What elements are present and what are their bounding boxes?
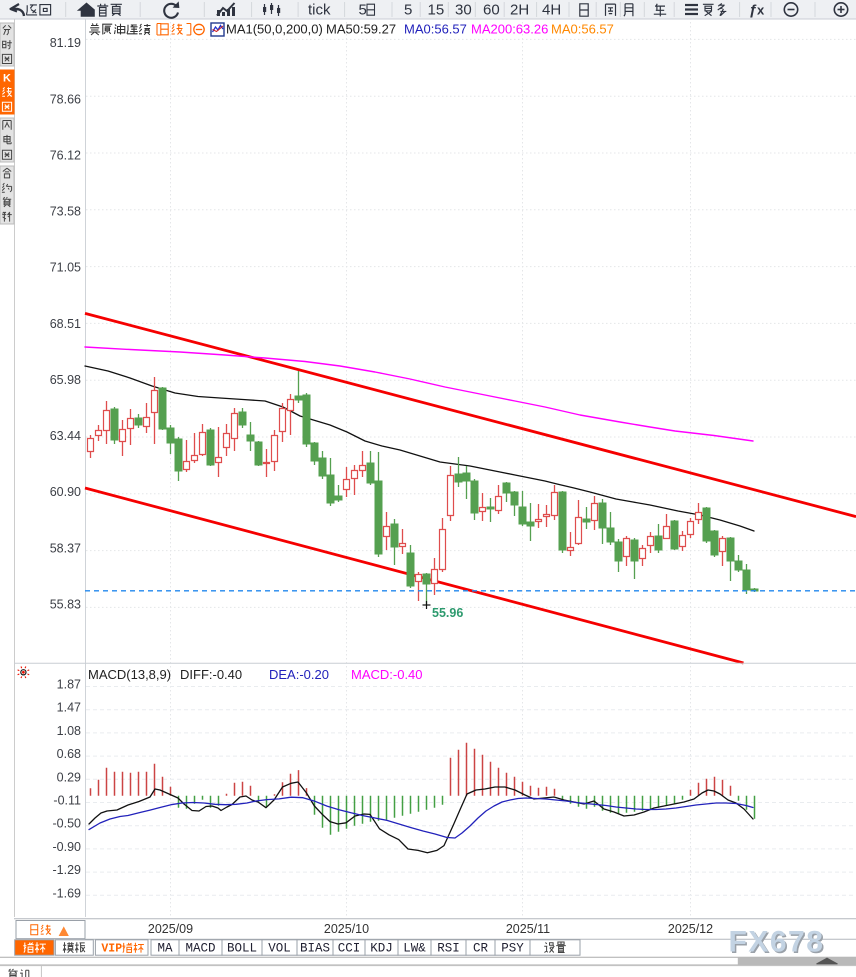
svg-text:FX678: FX678 — [729, 926, 825, 959]
svg-text:1.87: 1.87 — [57, 678, 81, 692]
svg-text:-0.90: -0.90 — [53, 840, 82, 854]
svg-text:78.66: 78.66 — [50, 92, 81, 106]
svg-text:55.96: 55.96 — [432, 606, 463, 620]
svg-text:MA1(50,0,200,0): MA1(50,0,200,0) — [226, 22, 323, 37]
svg-text:60.90: 60.90 — [50, 485, 81, 499]
svg-text:-0.50: -0.50 — [53, 817, 82, 831]
svg-text:81.19: 81.19 — [50, 36, 81, 50]
svg-text:71.05: 71.05 — [50, 261, 81, 275]
svg-text:2025/09: 2025/09 — [148, 922, 193, 936]
svg-text:MA: MA — [157, 942, 173, 956]
svg-text:FX678: FX678 — [730, 927, 826, 960]
svg-text:MACD:-0.40: MACD:-0.40 — [351, 667, 423, 682]
svg-text:30: 30 — [455, 2, 472, 19]
svg-text:5: 5 — [404, 2, 412, 19]
svg-text:x: x — [757, 3, 765, 18]
svg-text:CCI: CCI — [338, 942, 361, 956]
svg-text:MA50:59.27: MA50:59.27 — [326, 22, 396, 37]
svg-text:0.68: 0.68 — [57, 747, 81, 761]
svg-text:RSI: RSI — [437, 942, 460, 956]
svg-text:PSY: PSY — [501, 942, 524, 956]
svg-text:55.83: 55.83 — [50, 598, 81, 612]
svg-text:73.58: 73.58 — [50, 205, 81, 219]
svg-text:5: 5 — [359, 2, 367, 19]
svg-text:2025/12: 2025/12 — [668, 922, 713, 936]
svg-text:58.37: 58.37 — [50, 541, 81, 555]
svg-text:68.51: 68.51 — [50, 317, 81, 331]
svg-text:-1.69: -1.69 — [53, 886, 82, 900]
svg-text:1.47: 1.47 — [57, 701, 81, 715]
svg-text:2H: 2H — [510, 2, 529, 19]
svg-text:MACD: MACD — [185, 942, 215, 956]
svg-text:60: 60 — [483, 2, 500, 19]
svg-text:BIAS: BIAS — [300, 942, 330, 956]
svg-text:MA200:63.26: MA200:63.26 — [471, 22, 548, 37]
svg-text:CR: CR — [473, 942, 489, 956]
svg-text:K: K — [3, 72, 11, 84]
svg-text:tick: tick — [308, 2, 331, 19]
svg-text:MACD(13,8,9): MACD(13,8,9) — [88, 667, 171, 682]
svg-text:BOLL: BOLL — [227, 942, 257, 956]
svg-text:63.44: 63.44 — [50, 429, 81, 443]
svg-text:-0.11: -0.11 — [53, 794, 81, 808]
svg-text:4H: 4H — [542, 2, 561, 19]
svg-text:MA0:56.57: MA0:56.57 — [404, 22, 467, 37]
svg-text:DEA:-0.20: DEA:-0.20 — [269, 667, 329, 682]
svg-text:2025/11: 2025/11 — [506, 922, 550, 936]
svg-text:VOL: VOL — [268, 942, 291, 956]
svg-text:VIP: VIP — [101, 943, 122, 956]
svg-text:MA0:56.57: MA0:56.57 — [551, 22, 614, 37]
svg-text:65.98: 65.98 — [50, 373, 81, 387]
svg-text:76.12: 76.12 — [50, 149, 81, 163]
svg-text:KDJ: KDJ — [370, 942, 393, 956]
svg-text:15: 15 — [428, 2, 445, 19]
svg-text:0.29: 0.29 — [57, 770, 81, 784]
svg-text:-1.29: -1.29 — [53, 863, 82, 877]
svg-text:LW&: LW& — [403, 942, 426, 956]
svg-text:1.08: 1.08 — [57, 724, 81, 738]
svg-text:2025/10: 2025/10 — [324, 922, 369, 936]
svg-text:ƒ: ƒ — [749, 2, 757, 19]
svg-text:DIFF:-0.40: DIFF:-0.40 — [180, 667, 242, 682]
